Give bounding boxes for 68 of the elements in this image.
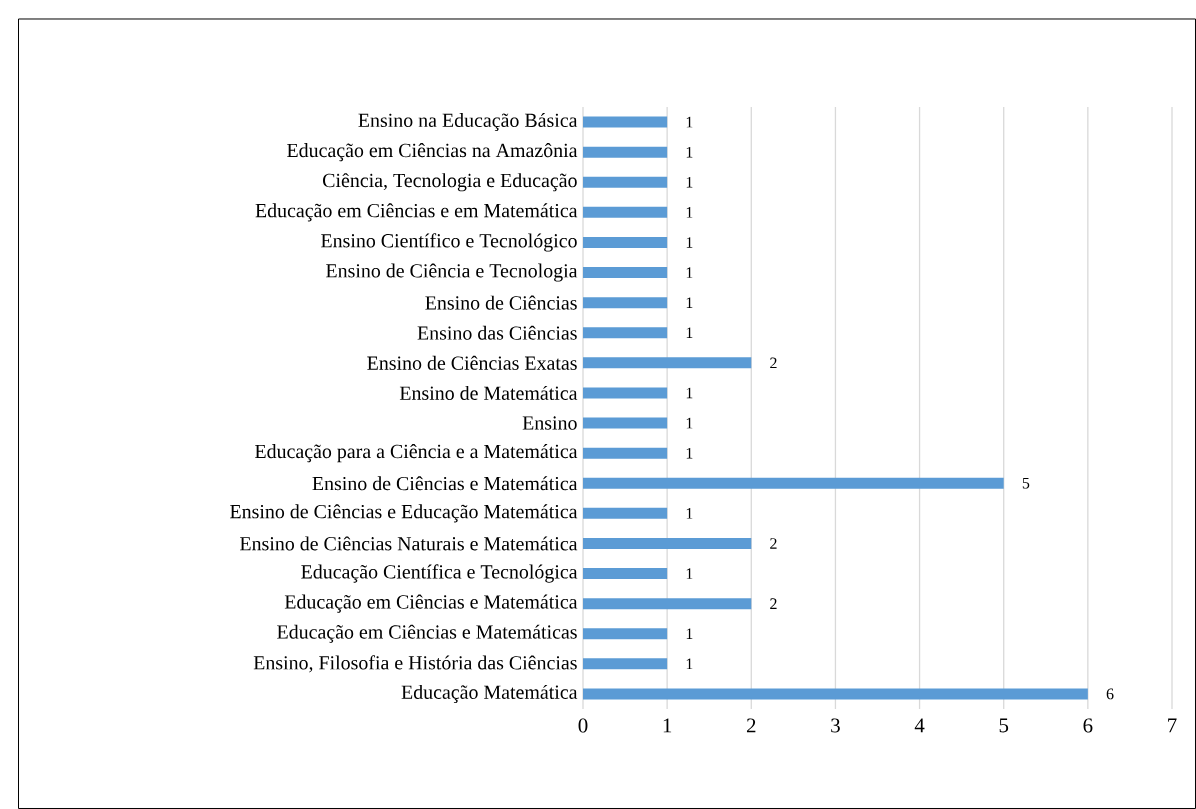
bar: [583, 598, 752, 610]
data-label: 1: [686, 297, 693, 308]
y-tick-label: Educação para a Ciência e a Matemática: [255, 444, 578, 463]
y-tick-label: Educação Matemática: [401, 684, 578, 703]
bar: [583, 387, 668, 399]
y-tick-label: Ensino de Matemática: [399, 385, 578, 400]
bar: [583, 357, 752, 369]
y-tick-label: Ensino de Ciências: [425, 295, 577, 310]
bar: [583, 658, 668, 670]
data-label: 1: [686, 146, 693, 158]
y-tick-label: Ensino de Ciências Naturais e Matemática: [240, 536, 578, 551]
bar: [583, 176, 668, 188]
bar: [583, 267, 668, 279]
bar: [583, 206, 668, 218]
bar: [583, 116, 668, 128]
x-tick-label: 1: [663, 718, 672, 733]
data-label: 1: [686, 327, 693, 338]
y-tick-label: Ensino das Ciências: [417, 325, 577, 340]
data-label: 2: [770, 357, 777, 369]
y-tick-label: Educação em Ciências e Matemáticas: [277, 624, 577, 643]
bar: [583, 327, 668, 339]
bar: [583, 146, 668, 158]
bar: [583, 447, 668, 459]
data-label: 1: [686, 116, 693, 128]
bar: [583, 477, 1004, 489]
data-label: 1: [686, 267, 693, 278]
y-tick-label: Educação em Ciências e em Matemática: [255, 203, 578, 222]
bar: [583, 297, 668, 309]
x-tick-label: 7: [1168, 718, 1177, 733]
x-tick-label: 3: [831, 718, 840, 733]
data-label: 1: [686, 237, 693, 248]
data-label: 1: [686, 447, 693, 459]
data-label: 5: [1022, 477, 1030, 489]
data-label: 1: [686, 207, 693, 218]
y-tick-label: Ciência, Tecnologia e Educação: [323, 173, 577, 192]
data-label: 1: [686, 387, 693, 399]
data-label: 1: [686, 568, 693, 579]
x-tick-label: 2: [746, 718, 756, 733]
x-tick-label: 6: [1083, 718, 1093, 733]
y-tick-label: Educação Científica e Tecnológica: [301, 564, 578, 583]
data-label: 1: [686, 176, 693, 188]
data-label: 1: [686, 658, 693, 670]
x-tick-label: 0: [578, 718, 588, 733]
y-tick-label: Ensino de Ciências Exatas: [367, 355, 577, 370]
data-label: 6: [1106, 688, 1114, 700]
bar: [583, 537, 752, 549]
y-tick-label: Ensino de Ciências e Matemática: [312, 476, 578, 491]
bar: [583, 236, 668, 248]
y-tick-label: Ensino: [522, 416, 577, 430]
bar: [583, 628, 668, 640]
y-tick-label: Educação em Ciências na Amazônia: [287, 143, 578, 162]
y-tick-label: Ensino na Educação Básica: [358, 112, 578, 132]
y-tick-label: Educação em Ciências e Matemática: [284, 594, 578, 613]
y-tick-label: Ensino de Ciências e Educação Matemática: [230, 504, 578, 523]
bar: [583, 507, 668, 519]
data-label: 1: [686, 417, 693, 429]
data-label: 1: [686, 508, 693, 519]
data-label: 1: [686, 628, 693, 639]
bar: [583, 417, 668, 429]
bar: [583, 568, 668, 580]
data-label: 2: [770, 538, 777, 549]
data-label: 2: [770, 598, 777, 609]
y-tick-label: Ensino Científico e Tecnológico: [321, 233, 577, 252]
x-tick-label: 4: [914, 718, 925, 733]
y-tick-label: Ensino de Ciência e Tecnologia: [326, 263, 578, 282]
y-tick-label: Ensino, Filosofia e História das Ciências: [253, 655, 577, 673]
bar: [583, 688, 1088, 700]
x-tick-label: 5: [999, 718, 1009, 733]
